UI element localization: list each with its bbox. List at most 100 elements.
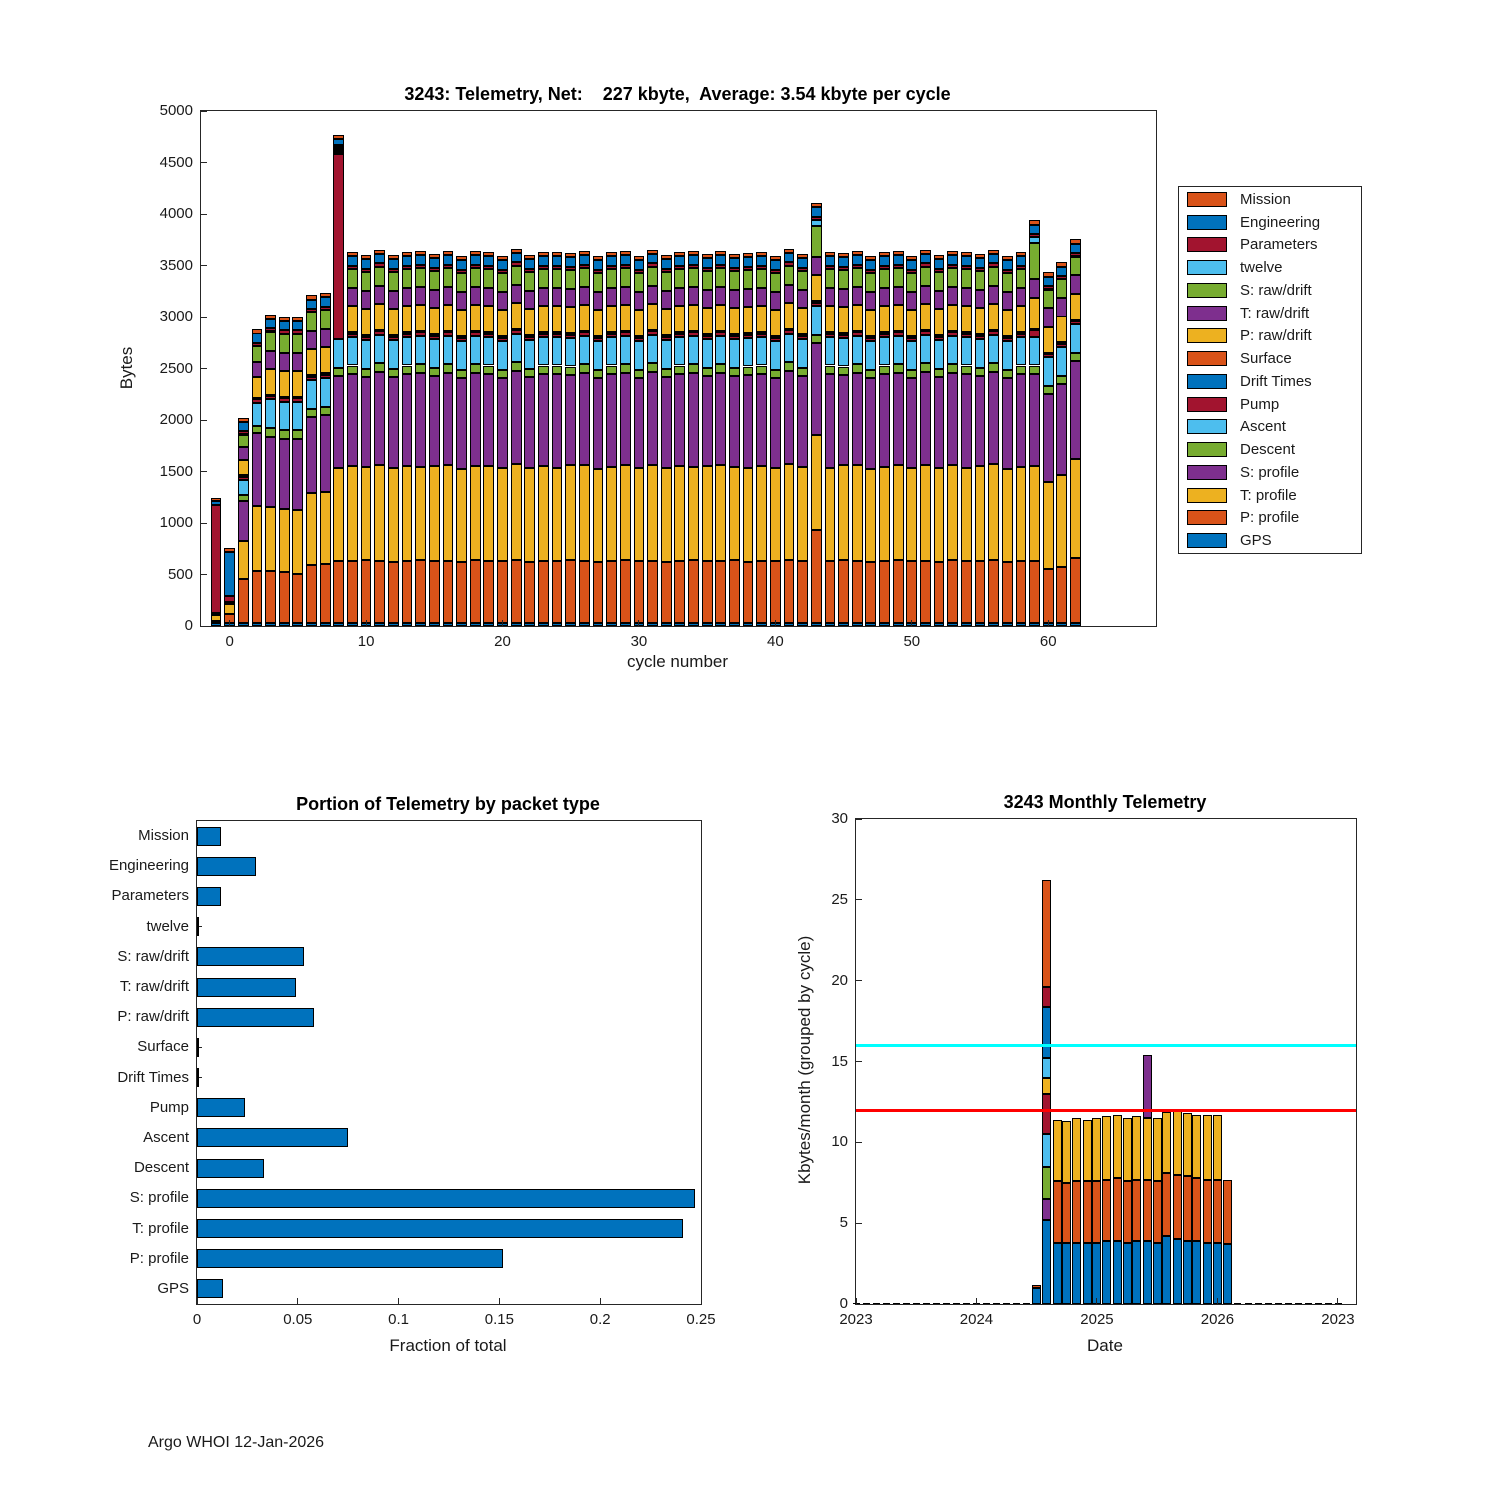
monthly-bar-segment — [1173, 1239, 1183, 1304]
bar-segment — [1056, 375, 1068, 384]
y-tick-label: 15 — [831, 1052, 848, 1070]
bar-segment — [729, 267, 740, 271]
bar-segment — [415, 305, 427, 331]
bar-segment — [224, 551, 236, 597]
bar-segment — [292, 438, 304, 510]
bar-segment — [278, 508, 290, 573]
monthly-bar-segment — [1152, 1118, 1162, 1182]
portion-bar — [197, 1188, 695, 1208]
bar-segment — [729, 258, 740, 268]
monthly-bar-segment — [1182, 1240, 1192, 1304]
legend-item: GPS — [1179, 530, 1361, 551]
legend-color-swatch — [1187, 282, 1227, 298]
bar-segment — [783, 330, 795, 334]
bar-segment — [1001, 469, 1013, 563]
bar-segment — [838, 560, 849, 623]
bar-segment — [1042, 569, 1054, 623]
bar-segment — [715, 561, 727, 623]
legend-color-swatch — [1187, 351, 1227, 366]
legend-item-label: Engineering — [1240, 213, 1321, 231]
bar-segment — [442, 268, 454, 287]
bar-segment — [920, 331, 931, 335]
bar-segment — [1015, 306, 1027, 332]
bar-segment — [701, 466, 713, 562]
bar-segment — [974, 466, 986, 562]
bar-segment — [510, 303, 522, 329]
zero-month-mark — [952, 1302, 960, 1304]
bar-segment — [701, 338, 713, 368]
bar-segment — [1056, 343, 1068, 347]
bar-segment — [729, 253, 740, 259]
bar-segment — [442, 622, 454, 626]
category-label: Mission — [138, 827, 189, 845]
bar-segment — [647, 363, 658, 372]
bar-segment — [237, 447, 249, 460]
bar-segment — [360, 467, 372, 561]
bar-segment — [578, 250, 590, 256]
bar-segment — [660, 309, 672, 335]
bar-segment — [619, 332, 631, 336]
bar-segment — [619, 305, 631, 331]
bar-segment — [865, 273, 877, 292]
bar-segment — [401, 269, 413, 288]
bar-segment — [469, 332, 481, 336]
y-tick-mark — [197, 926, 202, 928]
x-tick-mark — [911, 620, 913, 626]
bar-segment — [851, 465, 863, 562]
bar-segment — [647, 622, 658, 626]
monthly-bar-segment — [1203, 1242, 1213, 1304]
legend-item-label: Pump — [1240, 395, 1280, 413]
bar-segment — [387, 339, 399, 369]
bar-segment — [292, 622, 304, 626]
bar-segment — [783, 262, 795, 266]
bar-segment — [265, 328, 276, 332]
category-label: twelve — [146, 917, 189, 935]
bar-segment — [797, 622, 809, 626]
legend-color-swatch — [1187, 396, 1227, 412]
bar-segment — [988, 263, 1000, 267]
bar-segment — [456, 260, 467, 270]
bar-segment — [538, 306, 549, 332]
bar-segment — [824, 468, 836, 562]
bar-segment — [237, 540, 249, 579]
bar-segment — [319, 306, 331, 310]
bar-segment — [251, 399, 263, 403]
bar-segment — [715, 335, 727, 365]
bar-segment — [292, 398, 304, 402]
bar-segment — [265, 436, 276, 507]
bar-segment — [292, 509, 304, 574]
bar-segment — [551, 333, 563, 337]
bar-segment — [756, 365, 768, 374]
legend-item: P: raw/drift — [1179, 325, 1361, 346]
bar-segment — [933, 272, 945, 291]
x-tick-mark — [502, 620, 503, 626]
bar-segment — [415, 255, 427, 265]
portion-bar — [197, 1068, 199, 1088]
bar-segment — [1070, 293, 1081, 320]
bar-segment — [647, 254, 658, 264]
x-tick-mark — [1216, 1298, 1218, 1304]
bar-segment — [1042, 272, 1054, 277]
bar-segment — [1029, 330, 1040, 337]
bar-segment — [1029, 297, 1040, 329]
bar-segment — [565, 257, 577, 267]
bar-segment — [551, 265, 563, 269]
monthly-bar-segment — [1143, 1179, 1152, 1241]
bar-segment — [769, 337, 781, 341]
bar-segment — [947, 286, 959, 306]
y-tick-mark — [856, 980, 862, 982]
bar-segment — [224, 604, 236, 614]
bar-segment — [237, 501, 249, 541]
bar-segment — [469, 560, 481, 623]
bar-segment — [879, 256, 890, 266]
bar-segment — [360, 376, 372, 468]
bar-segment — [1056, 384, 1068, 475]
bar-segment — [851, 286, 863, 306]
cycle-chart-ylabel: Bytes — [117, 346, 136, 390]
bar-segment — [756, 251, 768, 257]
portion-bar — [197, 947, 304, 967]
bar-segment — [960, 333, 972, 337]
y-tick-mark — [201, 368, 207, 369]
bar-segment — [865, 622, 877, 626]
bar-segment — [278, 371, 290, 397]
